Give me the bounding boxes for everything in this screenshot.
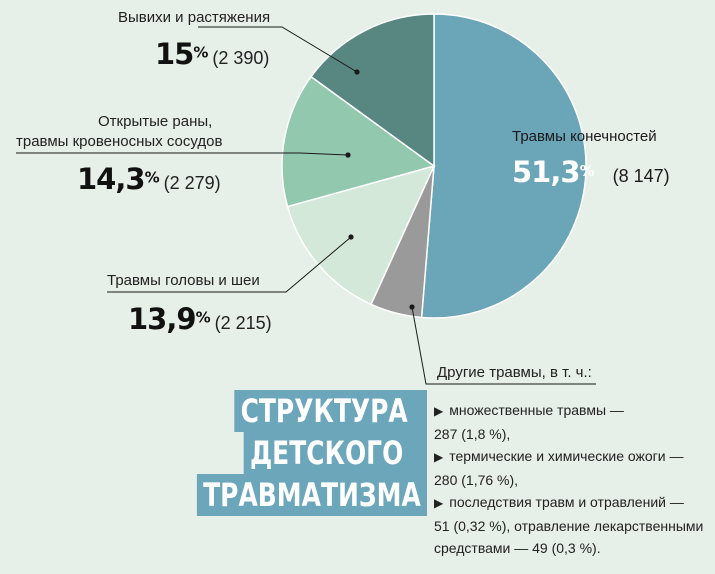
list-item-line: 280 (1,76 %), — [434, 471, 519, 488]
percent-sign: % — [195, 308, 211, 327]
slice-count-dislocations: (2 390) — [212, 48, 270, 68]
bullet-icon: ▶ — [434, 496, 444, 510]
bullet-icon: ▶ — [434, 404, 444, 418]
slice-percent-head: 13,9 — [128, 302, 197, 336]
pie-slice-wounds — [281, 75, 436, 208]
leader-dot-dislocations — [354, 69, 360, 75]
list-item-line: термические и химические ожоги — — [449, 448, 684, 464]
list-item: ▶ термические и химические ожоги — — [434, 445, 709, 469]
slice-percent-wounds: 14,3 — [77, 162, 146, 196]
slice-label-wounds-line2: травмы кровеносных сосудов — [16, 133, 223, 150]
percent-sign: % — [579, 161, 595, 180]
slice-percent-dislocations: 15 — [155, 37, 194, 71]
leader-lines — [16, 26, 596, 385]
leader-dot-other — [409, 304, 415, 310]
slice-count-wounds: (2 279) — [163, 173, 221, 193]
leader-line-wounds — [16, 152, 349, 156]
title-line-1: СТРУКТУРА — [234, 390, 427, 432]
list-item: ▶ множественные травмы — — [434, 399, 709, 423]
pie-slices — [281, 13, 587, 319]
slice-value-limbs: 51,3% (8 147) — [512, 158, 670, 187]
other-injuries-list: ▶ множественные травмы — 287 (1,8 %), ▶ те… — [434, 399, 709, 560]
list-item-line: 287 (1,8 %), — [434, 425, 511, 442]
bullet-icon: ▶ — [434, 450, 444, 464]
slice-label-head: Травмы головы и шеи — [107, 272, 260, 289]
slice-percent-limbs: 51,3 — [512, 155, 581, 189]
percent-sign: % — [193, 43, 209, 62]
pie-slice-dislocations — [309, 13, 435, 168]
leader-line-head — [107, 236, 352, 293]
slice-label-wounds-line1: Открытые раны, — [98, 113, 213, 130]
slice-label-other: Другие травмы, в т. ч.: — [437, 364, 592, 381]
slice-label-dislocations: Вывихи и растяжения — [118, 9, 271, 26]
slice-value-head: 13,9% (2 215) — [128, 305, 272, 334]
list-item-line: средствами — 49 (0,3 %). — [434, 540, 601, 556]
slice-label-limbs: Травмы конечностей — [512, 128, 657, 145]
list-item: ▶ последствия травм и отравлений — — [434, 491, 709, 515]
slice-count-limbs: (8 147) — [612, 166, 670, 186]
title-line-2: ДЕТСКОГО — [243, 432, 427, 474]
percent-sign: % — [144, 168, 160, 187]
list-item-line: множественные травмы — — [449, 402, 624, 418]
slice-count-head: (2 215) — [214, 313, 272, 333]
leader-dot-head — [348, 234, 354, 240]
leader-dot-wounds — [345, 152, 351, 158]
list-item-line: 51 (0,32 %), отравление лекарственными — [434, 517, 704, 534]
leader-line-dislocations — [198, 26, 358, 73]
leader-line-other — [411, 306, 596, 385]
pie-slice-limbs — [420, 13, 587, 319]
slice-value-dislocations: 15% (2 390) — [155, 40, 269, 69]
chart-title: СТРУКТУРА ДЕТСКОГО ТРАВМАТИЗМА — [132, 390, 427, 516]
list-item-line: последствия травм и отравлений — — [449, 494, 684, 510]
title-line-3: ТРАВМАТИЗМА — [196, 474, 427, 516]
slice-value-wounds: 14,3% (2 279) — [77, 165, 221, 194]
